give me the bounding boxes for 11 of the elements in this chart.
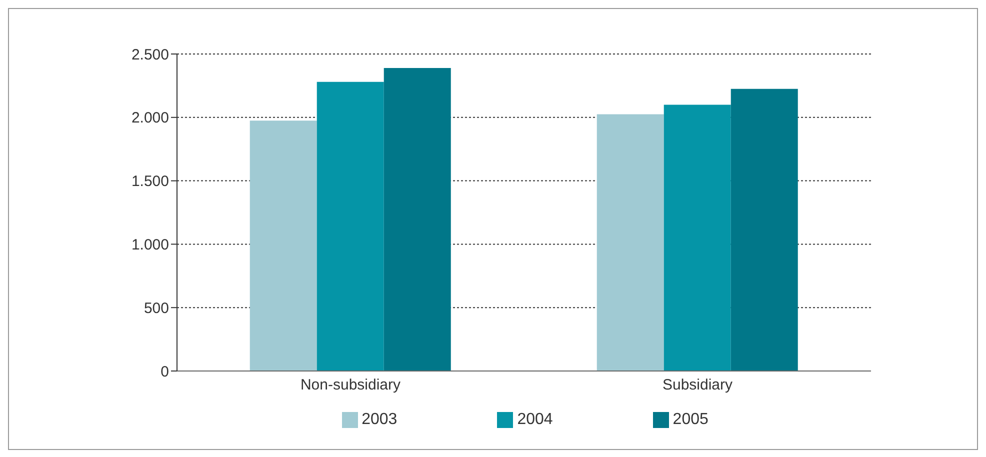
y-tick-label: 2.000 [131,110,169,127]
legend-label: 2003 [362,411,398,428]
legend-label: 2005 [672,411,708,428]
y-tick-label: 0 [160,363,169,380]
x-tick-label: Subsidiary [662,376,734,394]
legend-label: 2004 [517,411,553,428]
x-tick-label: Non-subsidiary [300,376,402,394]
y-tick-label: 1.000 [131,236,169,254]
y-tick-label: 500 [144,300,169,317]
y-tick-label: 1.500 [131,173,169,190]
y-tick-label: 2.500 [131,46,169,64]
